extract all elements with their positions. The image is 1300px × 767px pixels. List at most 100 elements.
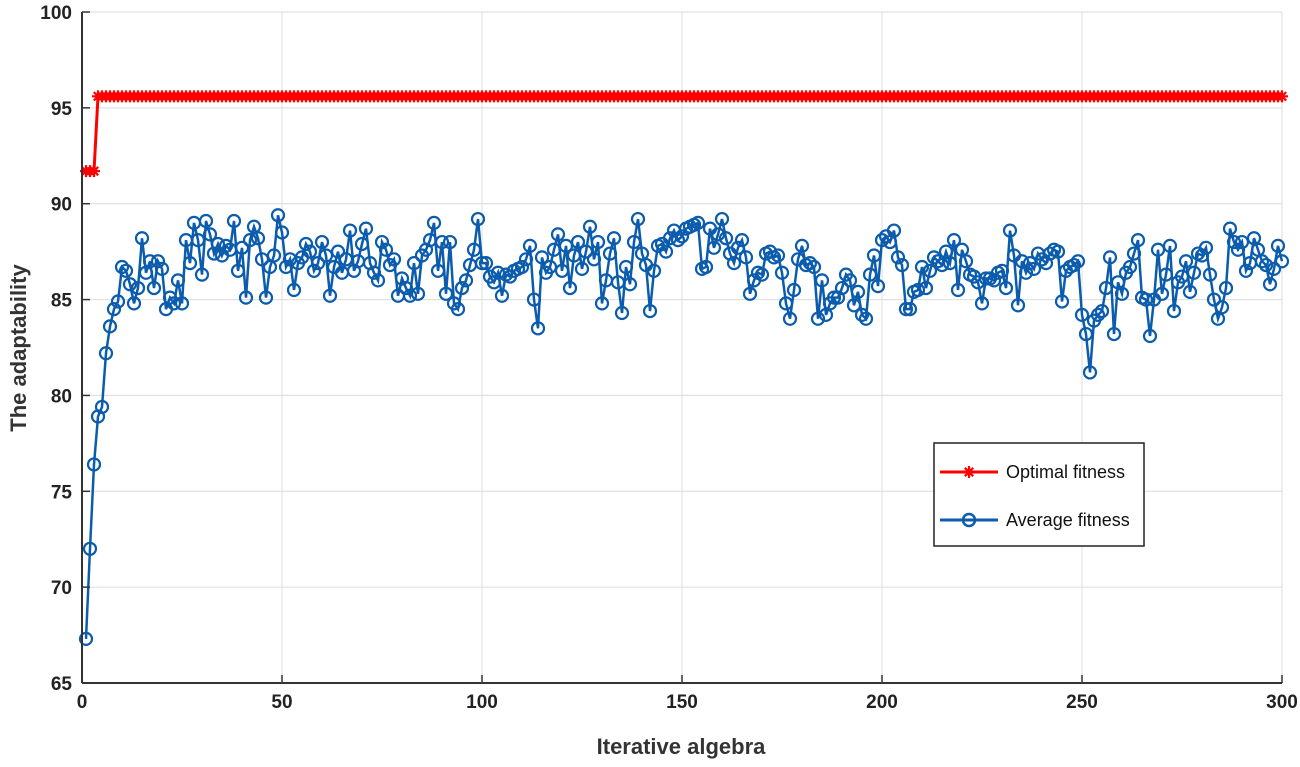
y-tick-label: 95 [51, 99, 73, 120]
marker-average-point [1002, 223, 1018, 238]
marker-average-point [442, 234, 458, 250]
marker-average-point [642, 303, 658, 319]
x-tick-label: 200 [866, 692, 898, 713]
marker-average-point [714, 211, 730, 227]
marker-average-point [1214, 300, 1230, 315]
y-tick-label: 65 [51, 674, 73, 695]
marker-average-point [806, 259, 822, 275]
legend-label-average: Average fitness [1006, 510, 1130, 530]
marker-average-point [250, 231, 266, 246]
y-tick-label: 80 [51, 386, 72, 407]
marker-average-point [542, 259, 558, 275]
marker-average-point [742, 286, 758, 301]
legend-marker-optimal [963, 466, 975, 478]
marker-average-point [94, 399, 110, 415]
marker-average-point [1274, 254, 1290, 269]
marker-average-point [1070, 254, 1086, 269]
marker-average-point [998, 280, 1014, 296]
marker-average-point [82, 541, 98, 556]
marker-average-point [170, 273, 186, 288]
series-layer [78, 90, 1290, 647]
marker-average-point [406, 256, 422, 271]
marker-average-point [914, 259, 930, 275]
marker-average-point [1258, 257, 1274, 273]
marker-average-point [778, 296, 794, 311]
y-axis-title: The adaptability [6, 264, 31, 432]
marker-average-point [466, 242, 482, 257]
marker-average-point [902, 302, 918, 317]
marker-average-point [706, 240, 722, 255]
y-tick-label: 85 [51, 291, 73, 312]
axes: 0 50 100 150 200 250 300 65 70 75 80 85 90 95 100 [40, 3, 1298, 713]
marker-average-point [298, 236, 314, 252]
marker-average-point [354, 236, 370, 252]
marker-average-point [670, 233, 686, 248]
marker-average-point [1166, 303, 1182, 319]
marker-average-point [590, 234, 606, 250]
marker-average-point [306, 263, 322, 278]
marker-average-point [1182, 284, 1198, 299]
marker-average-point [430, 263, 446, 278]
legend-label-optimal: Optimal fitness [1006, 462, 1125, 482]
marker-average-point [1218, 280, 1234, 296]
legend-item-optimal: Optimal fitness [940, 462, 1125, 482]
marker-average-point [274, 225, 290, 240]
marker-average-point [86, 457, 102, 472]
marker-average-point [1122, 259, 1138, 275]
x-tick-label: 100 [466, 692, 498, 713]
marker-average-point [922, 263, 938, 278]
marker-average-point [202, 227, 218, 242]
marker-average-point [398, 280, 414, 296]
marker-average-point [754, 267, 770, 282]
legend-marker-average [961, 512, 977, 528]
marker-average-point [530, 321, 546, 336]
marker-average-point [1254, 254, 1270, 269]
marker-average-point [1066, 257, 1082, 273]
marker-average-point [1234, 234, 1250, 250]
marker-average-point [550, 227, 566, 242]
marker-average-point [974, 296, 990, 311]
marker-average-point [234, 240, 250, 255]
marker-average-point [194, 267, 210, 282]
marker-average-point [142, 254, 158, 269]
marker-average-point [330, 244, 346, 259]
marker-average-point [674, 229, 690, 244]
y-tick-label: 75 [51, 482, 73, 503]
marker-average-point [1162, 238, 1178, 253]
marker-average-point [950, 282, 966, 298]
marker-average-point [894, 257, 910, 273]
marker-average-point [606, 231, 622, 246]
marker-average-point [1130, 233, 1146, 248]
marker-average-point [358, 221, 374, 236]
marker-average-point [658, 244, 674, 259]
marker-average-point [1174, 269, 1190, 284]
marker-average-point [122, 277, 138, 292]
marker-average-point [166, 296, 182, 311]
marker-average-point [1142, 328, 1158, 344]
marker-average-point [942, 256, 958, 271]
marker-average-point [230, 263, 246, 278]
marker-average-point [926, 250, 942, 265]
marker-average-point [842, 273, 858, 288]
marker-average-point [986, 273, 1002, 288]
marker-average-point [1098, 280, 1114, 296]
marker-average-point [566, 248, 582, 263]
marker-average-point [278, 259, 294, 275]
marker-optimal-point [88, 165, 100, 178]
marker-average-point [946, 233, 962, 248]
marker-average-point [514, 259, 530, 275]
marker-average-point [1078, 326, 1094, 342]
marker-average-point [802, 256, 818, 271]
marker-average-point [126, 296, 142, 311]
marker-average-point [410, 286, 426, 301]
marker-average-point [626, 234, 642, 250]
markers-optimal [80, 90, 1288, 178]
marker-average-point [1238, 263, 1254, 278]
marker-average-point [370, 273, 386, 288]
x-axis-title: Iterative algebra [597, 734, 767, 759]
marker-average-point [1010, 298, 1026, 313]
marker-average-point [1126, 246, 1142, 261]
marker-average-point [870, 279, 886, 294]
